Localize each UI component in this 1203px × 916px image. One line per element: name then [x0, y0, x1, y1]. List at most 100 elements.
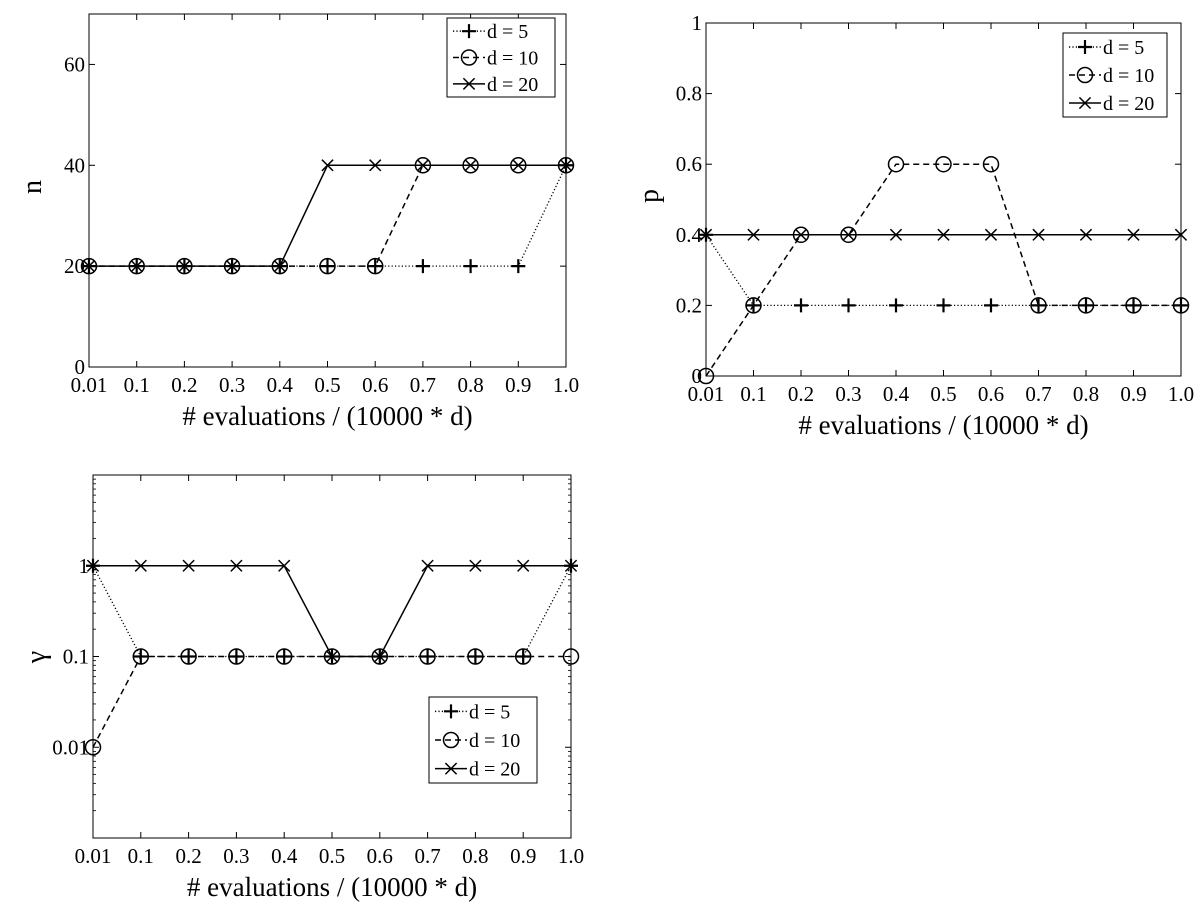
point-circle-marker: [366, 257, 384, 275]
y-axis-label: n: [17, 180, 48, 194]
point-circle-marker: [84, 739, 102, 756]
point-plus-marker: [516, 649, 531, 664]
x-tick-label: 0.9: [1120, 382, 1146, 406]
x-tick-label: 0.8: [1073, 382, 1099, 406]
point-x-marker: [512, 159, 525, 172]
point-x-marker: [369, 159, 382, 172]
point-x-marker: [984, 228, 998, 241]
y-tick-label: 0: [692, 364, 703, 388]
y-tick-label: 0: [75, 355, 86, 379]
panel-gamma: 0.01 0.1 1 0.01 0.1 0.2 0.3 0.4 0.5 0.6 0.7 0.8 0.9 1…: [21, 474, 584, 902]
point-circle-marker: [514, 648, 532, 665]
point-x-marker: [559, 159, 573, 172]
x-axis-label: # evaluations / (10000 * d): [798, 410, 1088, 440]
point-circle-marker: [462, 157, 479, 174]
point-circle-marker: [467, 648, 484, 665]
series-line-plus: [705, 234, 1181, 307]
point-plus-marker: [320, 259, 335, 274]
point-plus-marker: [1126, 298, 1141, 313]
point-x-marker: [416, 159, 430, 172]
point-plus-marker: [420, 649, 435, 664]
x-tick-label: 0.01: [71, 373, 108, 397]
x-tick-label: 0.6: [978, 382, 1004, 406]
x-tick-label: 0.8: [457, 373, 483, 397]
x-axis-label: # evaluations / (10000 * d): [187, 872, 477, 902]
legend-label: d = 5: [469, 701, 510, 723]
y-tick-label: 0.8: [676, 82, 702, 106]
legend-label: d = 5: [487, 21, 528, 43]
y-tick-label: 1: [692, 11, 703, 35]
point-x-marker: [517, 559, 530, 572]
x-tick-label: 0.5: [314, 373, 340, 397]
x-tick-label: 0.8: [462, 844, 488, 868]
point-x-marker: [373, 650, 386, 663]
x-tick-label: 1.0: [558, 844, 584, 868]
point-x-marker: [321, 159, 334, 172]
point-plus-marker: [229, 649, 244, 664]
point-circle-marker: [1077, 297, 1095, 314]
x-tick-label: 0.3: [219, 373, 245, 397]
legend-marker-x: [462, 77, 476, 90]
point-circle-marker: [80, 257, 98, 275]
x-tick-label: 0.6: [367, 844, 393, 868]
y-tick-label: 0.1: [63, 645, 89, 669]
x-tick-label: 0.01: [688, 382, 725, 406]
legend-marker-plus: [1078, 40, 1092, 54]
point-plus-marker: [1174, 298, 1188, 313]
point-circle-marker: [323, 648, 341, 665]
point-circle-marker: [510, 157, 527, 174]
point-x-marker: [1032, 228, 1045, 241]
x-tick-label: 0.4: [883, 382, 910, 406]
point-x-marker: [794, 228, 808, 241]
point-plus-marker: [936, 298, 951, 313]
legend-marker-circle: [442, 731, 460, 749]
legend-marker-x: [444, 762, 458, 775]
x-tick-label: 0.7: [414, 844, 440, 868]
panel-n: 0 20 40 60 0.01 0.1 0.2 0.3 0.4 0.5 0.6 0.7 0.8 0.9 1.…: [17, 13, 579, 431]
point-x-marker: [130, 260, 143, 273]
y-tick-label: 40: [64, 153, 85, 177]
point-circle-marker: [128, 257, 145, 275]
point-x-marker: [889, 228, 903, 241]
point-circle-marker: [792, 226, 810, 244]
x-tick-label: 0.5: [930, 382, 956, 406]
point-circle-marker: [887, 155, 905, 173]
point-x-marker: [178, 260, 191, 273]
y-tick-label: 60: [64, 52, 85, 76]
legend-label: d = 20: [487, 74, 538, 96]
x-tick-label: 0.2: [175, 844, 201, 868]
point-plus-marker: [368, 259, 383, 274]
x-tick-label: 0.2: [171, 373, 197, 397]
point-plus-marker: [1031, 298, 1046, 313]
y-tick-label: 0.01: [52, 735, 89, 759]
point-circle-marker: [223, 257, 241, 275]
legend-marker-circle: [460, 49, 478, 66]
point-x-marker: [134, 559, 147, 572]
point-circle-marker: [275, 648, 293, 665]
x-tick-label: 0.2: [788, 382, 814, 406]
point-x-marker: [1174, 228, 1188, 241]
point-x-marker: [325, 650, 339, 663]
legend-label: d = 5: [1103, 37, 1144, 59]
point-x-marker: [278, 559, 291, 572]
point-circle-marker: [419, 648, 436, 665]
point-x-marker: [182, 559, 195, 572]
x-tick-label: 0.1: [124, 373, 150, 397]
point-x-marker: [564, 559, 578, 572]
legend-label: d = 10: [1103, 65, 1154, 87]
legend-label: d = 20: [469, 759, 520, 781]
point-plus-marker: [984, 298, 998, 313]
x-tick-label: 0.7: [410, 373, 436, 397]
point-plus-marker: [1079, 298, 1093, 313]
point-circle-marker: [982, 155, 1000, 173]
point-x-marker: [747, 228, 760, 241]
point-circle-marker: [1172, 297, 1190, 314]
point-x-marker: [1079, 228, 1093, 241]
series-line-circle: [705, 163, 1181, 377]
point-circle-marker: [1030, 297, 1047, 314]
point-x-marker: [225, 260, 239, 273]
point-circle-marker: [132, 648, 150, 665]
point-x-marker: [1127, 228, 1140, 241]
x-tick-label: 0.3: [223, 844, 249, 868]
